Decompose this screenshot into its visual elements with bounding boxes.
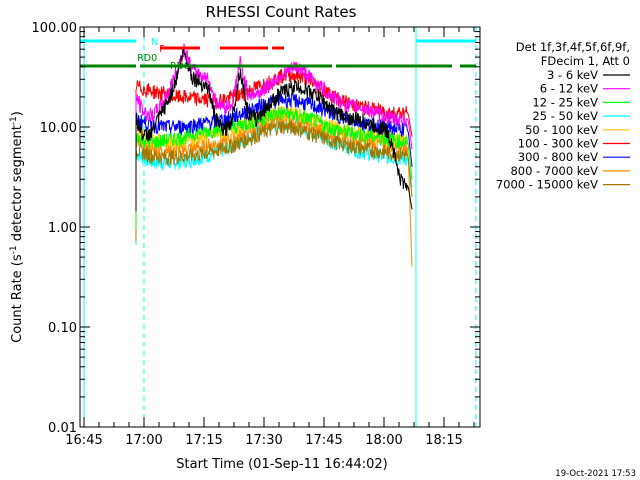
legend-entry-2: 12 - 25 keV (532, 95, 598, 109)
y-axis-label-main: Count Rate (s (10, 254, 25, 343)
legend-entry-3: 25 - 50 keV (532, 109, 598, 123)
rd-label-0: RD0 (137, 53, 157, 64)
legend: Det 1f,3f,4f,5f,6f,9f, FDecim 1, Att 0 3… (496, 40, 630, 192)
y-axis: 100.00 10.00 1.00 0.10 0.01 (32, 21, 480, 436)
legend-entry-6: 300 - 800 keV (518, 150, 598, 164)
legend-entry-5: 100 - 300 keV (518, 137, 598, 151)
x-tick-label-6: 18:15 (425, 433, 462, 448)
series-line-2 (135, 106, 413, 229)
legend-header-line2: FDecim 1, Att 0 (541, 54, 630, 68)
y-axis-label-end: ) (10, 111, 25, 116)
x-tick-label-3: 17:30 (245, 433, 282, 448)
x-axis-label: Start Time (01-Sep-11 16:44:02) (176, 457, 387, 472)
x-tick-label-1: 17:00 (125, 433, 162, 448)
y-axis-label-mid: detector segment (10, 125, 25, 245)
legend-header-line1: Det 1f,3f,4f,5f,6f,9f, (516, 40, 630, 54)
x-tick-label-5: 18:00 (365, 433, 402, 448)
legend-entry-4: 50 - 100 keV (525, 123, 598, 137)
legend-entry-8: 7000 - 15000 keV (496, 178, 598, 192)
rd-label-1: RD0 (170, 61, 190, 72)
y-tick-label-4: 0.01 (48, 421, 77, 436)
flare-label: F (159, 44, 164, 55)
y-axis-label-sup2: -1 (9, 116, 19, 125)
x-tick-label-4: 17:45 (305, 433, 342, 448)
legend-entry-0: 3 - 6 keV (547, 68, 598, 82)
x-tick-label-2: 17:15 (185, 433, 222, 448)
series-line-8 (135, 120, 413, 242)
y-tick-label-1: 10.00 (40, 121, 77, 136)
y-tick-label-0: 100.00 (32, 21, 78, 36)
night-label: N (151, 37, 158, 48)
series-line-0 (135, 49, 413, 212)
x-axis: 16:45 17:00 17:15 17:30 17:45 18:00 18:15 (65, 27, 475, 448)
footer-timestamp: 19-Oct-2021 17:53 (555, 469, 636, 479)
y-axis-label-sup1: -1 (9, 245, 19, 254)
x-tick-label-0: 16:45 (65, 433, 102, 448)
legend-entry-1: 6 - 12 keV (540, 82, 598, 96)
y-tick-label-2: 1.00 (48, 221, 77, 236)
legend-entry-7: 800 - 7000 keV (510, 164, 598, 178)
chart-title: RHESSI Count Rates (206, 3, 357, 21)
y-tick-label-3: 0.10 (48, 321, 77, 336)
y-axis-label: Count Rate (s-1 detector segment-1) (9, 111, 25, 343)
